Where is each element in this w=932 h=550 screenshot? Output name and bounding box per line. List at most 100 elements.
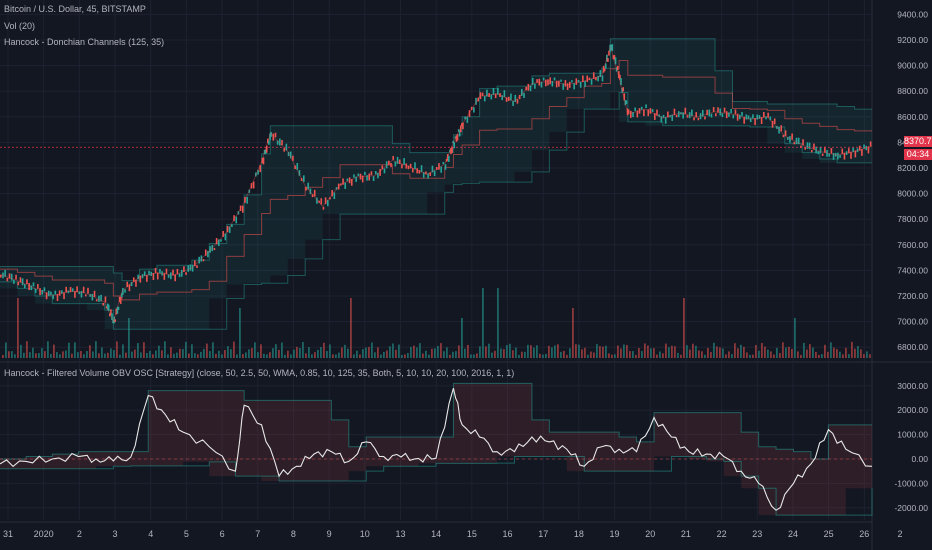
volume-bar xyxy=(404,354,406,358)
candle xyxy=(276,140,279,145)
volume-bar xyxy=(149,350,151,358)
candle xyxy=(719,108,721,116)
price-tick-label: 7800.00 xyxy=(897,214,928,224)
candle xyxy=(207,250,209,258)
x-tick-label: 25 xyxy=(824,529,834,539)
volume-bar xyxy=(518,354,520,358)
candle xyxy=(396,156,399,164)
candle xyxy=(475,97,477,105)
candle xyxy=(381,165,384,170)
candle xyxy=(747,115,750,120)
volume-bar xyxy=(278,349,280,358)
volume-bar xyxy=(158,345,160,358)
candle xyxy=(462,122,464,130)
candle xyxy=(447,155,450,162)
candle xyxy=(152,273,155,280)
volume-bar xyxy=(578,344,580,358)
volume-bar xyxy=(737,348,739,358)
candle xyxy=(261,157,264,164)
volume-bar xyxy=(338,352,340,358)
candle xyxy=(621,87,623,93)
candle xyxy=(810,149,813,153)
candle xyxy=(357,173,360,177)
volume-bar xyxy=(494,350,496,358)
candle xyxy=(316,197,318,204)
candle xyxy=(710,113,713,118)
volume-bar xyxy=(701,351,703,358)
volume-bar xyxy=(305,353,307,358)
volume-bar xyxy=(845,347,847,358)
x-tick-label: 2020 xyxy=(34,529,54,539)
candle xyxy=(749,117,752,123)
volume-bar xyxy=(740,344,742,358)
candle xyxy=(159,268,161,274)
candle xyxy=(50,291,52,296)
volume-bar xyxy=(176,352,178,358)
candle xyxy=(283,148,285,152)
volume-bar xyxy=(677,352,679,358)
candle xyxy=(89,294,91,297)
candle xyxy=(115,308,118,315)
candle xyxy=(130,281,133,287)
candle xyxy=(610,44,612,51)
x-tick-label: 23 xyxy=(752,529,762,539)
candle xyxy=(636,110,639,118)
volume-bar xyxy=(668,347,670,358)
volume-bar xyxy=(815,351,817,358)
candle xyxy=(525,86,527,91)
candle xyxy=(78,291,81,295)
candle xyxy=(333,192,336,200)
volume-bar xyxy=(2,355,4,358)
candle xyxy=(819,146,822,154)
candle xyxy=(228,226,231,233)
candle xyxy=(804,147,807,150)
candle xyxy=(586,75,589,82)
x-tick-label: 4 xyxy=(148,529,153,539)
osc-band-lower xyxy=(0,456,873,516)
price-tick-label: 9200.00 xyxy=(897,35,928,45)
volume-bar xyxy=(29,352,31,358)
volume-bar xyxy=(134,349,136,358)
candle xyxy=(114,319,117,323)
candle xyxy=(624,100,627,106)
volume-bar xyxy=(584,347,586,358)
volume-bar xyxy=(662,353,664,358)
candle xyxy=(361,175,364,183)
volume-bar xyxy=(344,344,346,358)
candle xyxy=(625,100,628,105)
candle xyxy=(542,77,545,81)
volume-bar xyxy=(95,341,97,358)
candle xyxy=(622,87,624,92)
volume-bar xyxy=(743,346,745,358)
volume-bar xyxy=(635,354,637,358)
candle xyxy=(850,151,852,159)
candle xyxy=(538,78,541,86)
candle xyxy=(388,160,390,166)
candle xyxy=(372,176,375,182)
candle xyxy=(296,163,299,170)
candle xyxy=(763,112,765,118)
candle xyxy=(58,290,61,296)
volume-bar xyxy=(647,345,649,358)
candle xyxy=(47,290,50,296)
volume-bar xyxy=(854,348,856,358)
candle xyxy=(468,110,471,117)
donchian-lower xyxy=(0,91,872,330)
volume-bar xyxy=(410,346,412,358)
volume-bar xyxy=(281,342,283,358)
volume-bar xyxy=(434,348,436,358)
candle xyxy=(815,146,817,154)
candle xyxy=(104,296,107,303)
volume-bar xyxy=(386,350,388,358)
x-tick-label: 8 xyxy=(291,529,296,539)
volume-bar xyxy=(14,354,16,358)
candle xyxy=(265,145,268,153)
volume-bar xyxy=(797,351,799,358)
volume-bar xyxy=(641,351,643,358)
candle xyxy=(669,115,671,118)
volume-bar xyxy=(245,352,247,358)
candle xyxy=(303,175,305,182)
volume-bar xyxy=(242,354,244,358)
volume-bar xyxy=(839,351,841,358)
